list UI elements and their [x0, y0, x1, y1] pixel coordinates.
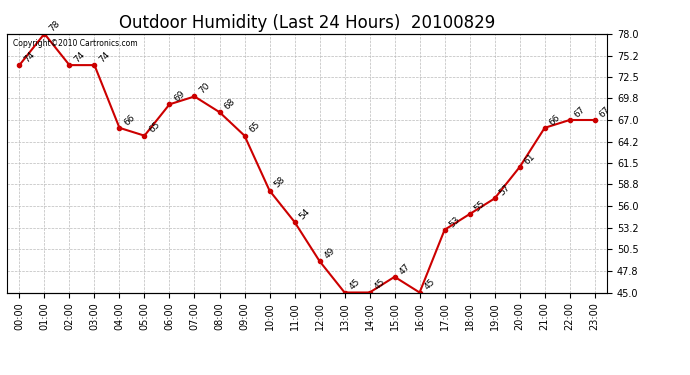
Text: 70: 70	[197, 81, 212, 96]
Text: 55: 55	[473, 199, 487, 213]
Text: 74: 74	[72, 50, 87, 64]
Text: Copyright©2010 Cartronics.com: Copyright©2010 Cartronics.com	[13, 39, 137, 48]
Text: 54: 54	[297, 207, 312, 221]
Text: 61: 61	[522, 152, 537, 166]
Text: 66: 66	[547, 112, 562, 127]
Text: 74: 74	[22, 50, 37, 64]
Text: 67: 67	[598, 105, 612, 119]
Text: 74: 74	[97, 50, 112, 64]
Title: Outdoor Humidity (Last 24 Hours)  20100829: Outdoor Humidity (Last 24 Hours) 2010082…	[119, 14, 495, 32]
Text: 66: 66	[122, 112, 137, 127]
Text: 67: 67	[573, 105, 587, 119]
Text: 65: 65	[247, 120, 262, 135]
Text: 45: 45	[347, 278, 362, 292]
Text: 68: 68	[222, 97, 237, 111]
Text: 65: 65	[147, 120, 161, 135]
Text: 57: 57	[497, 183, 512, 198]
Text: 53: 53	[447, 214, 462, 229]
Text: 49: 49	[322, 246, 337, 260]
Text: 47: 47	[397, 262, 412, 276]
Text: 58: 58	[273, 175, 287, 190]
Text: 45: 45	[422, 278, 437, 292]
Text: 69: 69	[172, 89, 187, 104]
Text: 45: 45	[373, 278, 387, 292]
Text: 78: 78	[47, 18, 61, 33]
